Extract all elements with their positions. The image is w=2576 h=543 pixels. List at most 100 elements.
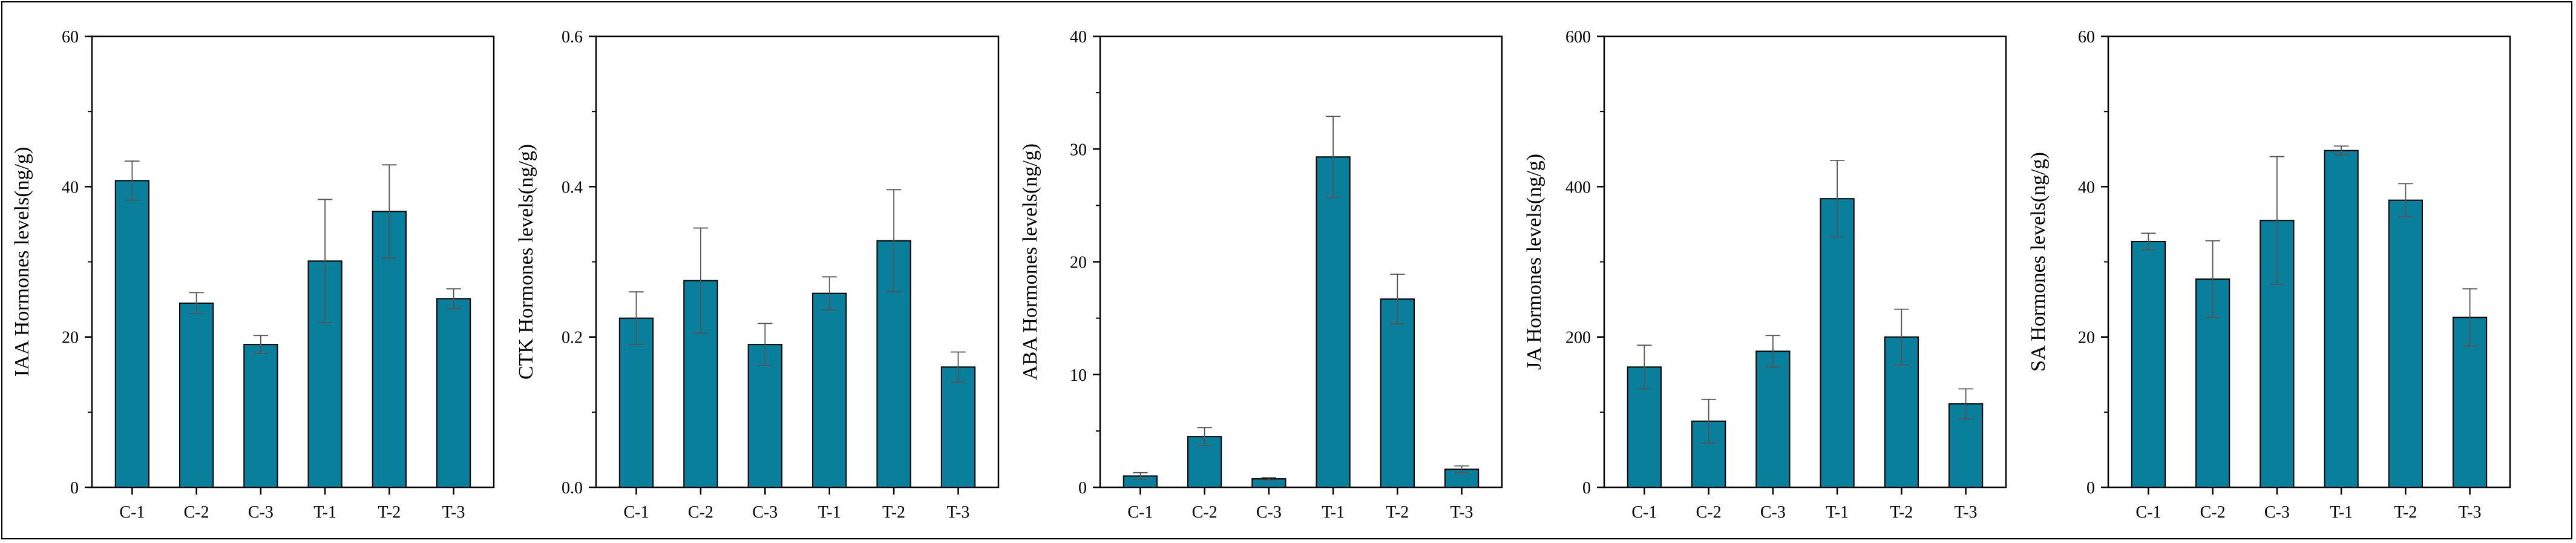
- x-tick-label: C-2: [2200, 503, 2226, 522]
- x-tick-label: C-1: [1127, 503, 1153, 522]
- y-tick-label: 40: [2078, 178, 2095, 197]
- error-bar-C-1: [125, 160, 140, 201]
- y-tick-label: 0.4: [562, 178, 583, 197]
- error-bar-T-1: [1829, 159, 1845, 238]
- x-tick-label: T-1: [1322, 503, 1345, 522]
- error-bar-C-2: [693, 227, 709, 334]
- error-bar-T-2: [1390, 274, 1405, 324]
- x-tick-label: C-1: [2135, 503, 2161, 522]
- y-tick-label: 40: [62, 178, 79, 197]
- bar-C-3: [1755, 350, 1791, 489]
- error-bar-T-1: [822, 276, 837, 311]
- plot-frame: [91, 35, 495, 489]
- x-tick-label: T-2: [2394, 503, 2417, 522]
- y-tick-label: 0: [1078, 479, 1087, 498]
- bar-T-2: [1380, 298, 1415, 488]
- y-axis-title: CTK Hormones levels(ng/g): [515, 144, 537, 380]
- error-bar-T-3: [951, 351, 966, 383]
- y-tick-label: 400: [1565, 178, 1591, 197]
- y-tick-label: 0: [1582, 479, 1591, 498]
- plot-frame: [1603, 35, 2007, 489]
- bar-T-2: [2388, 199, 2423, 488]
- y-axis-title: JA Hormones levels(ng/g): [1523, 154, 1545, 370]
- error-bar-T-2: [886, 189, 902, 293]
- error-bar-C-1: [1637, 344, 1652, 390]
- x-tick-label: C-2: [1192, 503, 1218, 522]
- error-bar-C-3: [2269, 156, 2285, 285]
- y-tick-label: 60: [2078, 28, 2095, 47]
- error-bar-C-1: [629, 291, 644, 345]
- error-bar-C-1: [1133, 472, 1148, 480]
- error-bar-T-3: [1454, 465, 1469, 473]
- chart-panel-4: 0 200 400 600 JA Hormones levels(ng/g) C-1 C-2…: [1523, 28, 2007, 522]
- y-tick-label: 0: [2086, 479, 2095, 498]
- plot-frame: [2107, 35, 2511, 489]
- error-bar-C-2: [189, 292, 204, 315]
- x-tick-label: T-3: [2459, 503, 2482, 522]
- x-tick-label: C-2: [688, 503, 713, 522]
- x-tick-label: T-3: [947, 503, 970, 522]
- x-tick-label: T-2: [378, 503, 401, 522]
- y-tick-label: 0.6: [562, 28, 583, 47]
- x-tick-label: T-2: [1890, 503, 1913, 522]
- x-tick-label: C-3: [752, 503, 778, 522]
- bar-T-1: [812, 292, 847, 488]
- y-tick-label: 10: [1070, 366, 1087, 385]
- y-tick-label: 0.0: [562, 479, 583, 498]
- x-tick-label: T-1: [313, 503, 336, 522]
- error-bar-C-3: [758, 323, 773, 366]
- x-tick-label: T-1: [1826, 503, 1849, 522]
- chart-panel-1: 0 20 40 60 IAA Hormones levels(ng/g) C-1 C-2 C-…: [11, 28, 495, 522]
- y-axis-title: IAA Hormones levels(ng/g): [11, 147, 33, 377]
- x-tick-label: C-3: [2264, 503, 2290, 522]
- error-bar-T-3: [1958, 388, 1973, 420]
- y-tick-label: 20: [1070, 254, 1087, 272]
- y-tick-label: 20: [2078, 329, 2095, 347]
- error-bar-C-1: [2141, 232, 2156, 251]
- y-tick-label: 200: [1565, 329, 1591, 347]
- y-tick-label: 0: [70, 479, 79, 498]
- chart-panel-2: 0.0 0.2 0.4 0.6 CTK Hormones levels(ng/g) C-1…: [515, 28, 1000, 522]
- y-tick-label: 0.2: [562, 329, 583, 347]
- x-tick-label: C-2: [1696, 503, 1722, 522]
- bar-C-3: [747, 344, 782, 488]
- error-bar-T-2: [2398, 183, 2413, 217]
- x-tick-label: C-1: [624, 503, 649, 522]
- y-axis-title: SA Hormones levels(ng/g): [2027, 152, 2050, 372]
- error-bar-C-2: [1701, 398, 1716, 444]
- chart-panel-3: 0 10 20 30 40 ABA Hormones levels(ng/g) C-1 C-2…: [1019, 28, 1503, 522]
- x-tick-label: T-2: [1386, 503, 1409, 522]
- error-bar-T-1: [317, 199, 333, 323]
- bar-C-1: [114, 180, 150, 488]
- y-tick-label: 600: [1565, 28, 1591, 47]
- bar-T-1: [1820, 198, 1855, 488]
- x-tick-label: T-1: [818, 503, 841, 522]
- bar-T-3: [436, 298, 471, 488]
- plot-frame: [595, 35, 1000, 489]
- x-tick-label: T-3: [1450, 503, 1473, 522]
- y-tick-label: 40: [1070, 28, 1087, 47]
- plot-frame: [1099, 35, 1503, 489]
- error-bar-T-3: [2462, 288, 2477, 347]
- error-bar-C-3: [1261, 477, 1277, 481]
- bar-C-3: [243, 344, 278, 488]
- bar-T-3: [940, 366, 976, 488]
- x-tick-label: C-3: [248, 503, 274, 522]
- x-tick-label: T-3: [1955, 503, 1978, 522]
- x-tick-label: C-3: [1256, 503, 1282, 522]
- bar-T-1: [2324, 150, 2359, 488]
- bar-C-1: [2131, 240, 2166, 488]
- error-bar-C-2: [1197, 427, 1212, 446]
- x-tick-label: T-3: [442, 503, 465, 522]
- y-axis-title: ABA Hormones levels(ng/g): [1019, 143, 1041, 380]
- x-tick-label: T-2: [882, 503, 905, 522]
- error-bar-T-1: [1325, 116, 1341, 199]
- x-tick-label: C-3: [1760, 503, 1786, 522]
- bar-C-2: [179, 302, 214, 488]
- error-bar-T-1: [2333, 145, 2349, 156]
- x-tick-label: T-1: [2330, 503, 2353, 522]
- y-tick-label: 60: [62, 28, 79, 47]
- error-bar-C-3: [1765, 335, 1781, 368]
- error-bar-T-2: [1894, 308, 1909, 366]
